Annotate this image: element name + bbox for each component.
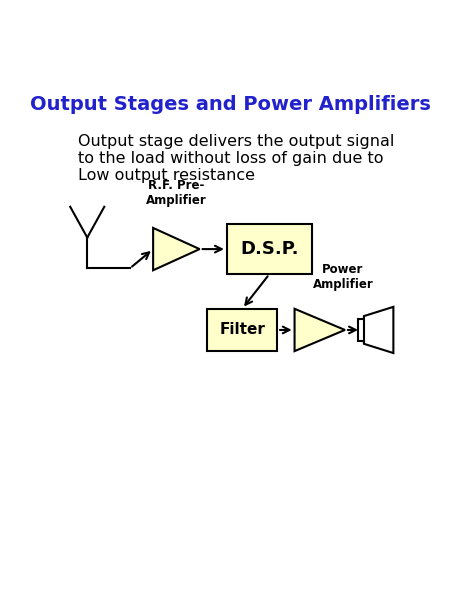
Text: D.S.P.: D.S.P. — [240, 240, 299, 258]
Text: Output Stages and Power Amplifiers: Output Stages and Power Amplifiers — [30, 95, 431, 114]
Polygon shape — [358, 319, 364, 341]
Text: Output stage delivers the output signal
to the load without loss of gain due to
: Output stage delivers the output signal … — [78, 134, 394, 184]
Polygon shape — [364, 307, 393, 353]
FancyBboxPatch shape — [227, 224, 312, 274]
Text: Filter: Filter — [219, 322, 265, 337]
Text: R.F. Pre-
Amplifier: R.F. Pre- Amplifier — [146, 179, 207, 207]
Polygon shape — [295, 309, 345, 351]
Polygon shape — [153, 228, 200, 270]
Text: Power
Amplifier: Power Amplifier — [313, 263, 374, 292]
FancyBboxPatch shape — [207, 309, 277, 351]
